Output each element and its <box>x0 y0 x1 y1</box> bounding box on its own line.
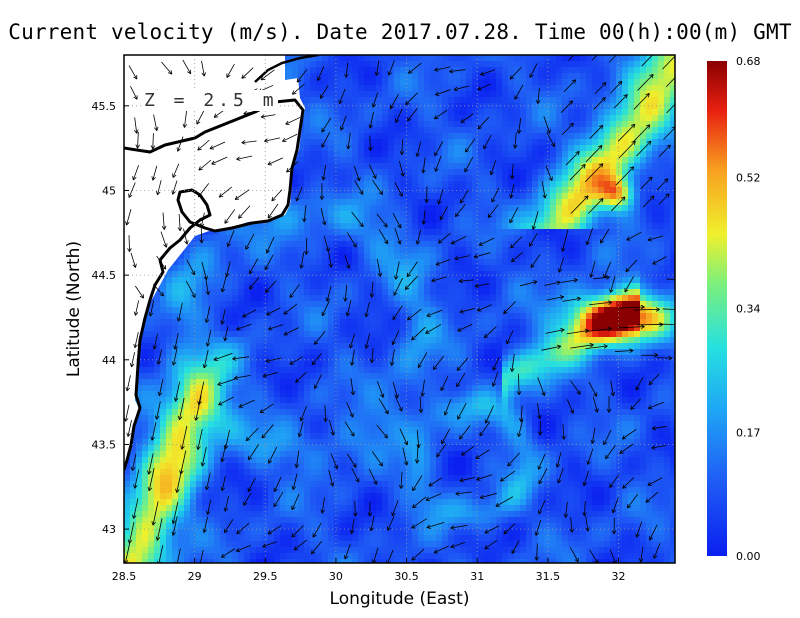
coastline-north <box>254 55 319 83</box>
y-tick-label: 44 <box>102 354 116 367</box>
depth-label: Z = 2.5 m <box>144 90 278 111</box>
x-tick-label: 31.5 <box>536 570 561 583</box>
colorbar <box>707 61 727 556</box>
colorbar-tick-label: 0.52 <box>736 171 761 184</box>
x-axis-label: Longitude (East) <box>329 589 470 609</box>
x-tick-label: 31 <box>470 570 484 583</box>
colorbar-tick-label: 0.00 <box>736 550 761 563</box>
map-title: Current velocity (m/s). Date 2017.07.28.… <box>8 20 792 44</box>
colorbar-ticks: 0.00 0.17 0.34 0.52 0.68 <box>736 55 761 563</box>
y-axis-label: Latitude (North) <box>64 240 84 378</box>
y-tick-label: 45 <box>102 184 116 197</box>
map-grid <box>124 55 675 563</box>
y-tick-label: 44.5 <box>92 269 117 282</box>
colorbar-tick-label: 0.68 <box>736 55 761 68</box>
x-tick-label: 29 <box>188 570 202 583</box>
x-tick-label: 28.5 <box>112 570 137 583</box>
y-tick-label: 45.5 <box>92 100 117 113</box>
plot-frame <box>123 54 676 564</box>
x-tick-label: 32 <box>611 570 625 583</box>
x-tick-label: 30 <box>329 570 343 583</box>
y-tick-label: 43 <box>102 523 116 536</box>
vector-arrows <box>124 55 675 563</box>
x-axis-ticks: 28.5 29 29.5 30 30.5 31 31.5 32 <box>112 558 625 583</box>
land-area <box>124 55 305 470</box>
x-tick-label: 30.5 <box>394 570 419 583</box>
colorbar-tick-label: 0.34 <box>736 303 761 316</box>
y-tick-label: 43.5 <box>92 438 117 451</box>
y-axis-ticks: 43 43.5 44 44.5 45 45.5 <box>92 100 129 536</box>
colorbar-tick-label: 0.17 <box>736 426 761 439</box>
coastline <box>124 98 305 471</box>
x-tick-label: 29.5 <box>253 570 278 583</box>
